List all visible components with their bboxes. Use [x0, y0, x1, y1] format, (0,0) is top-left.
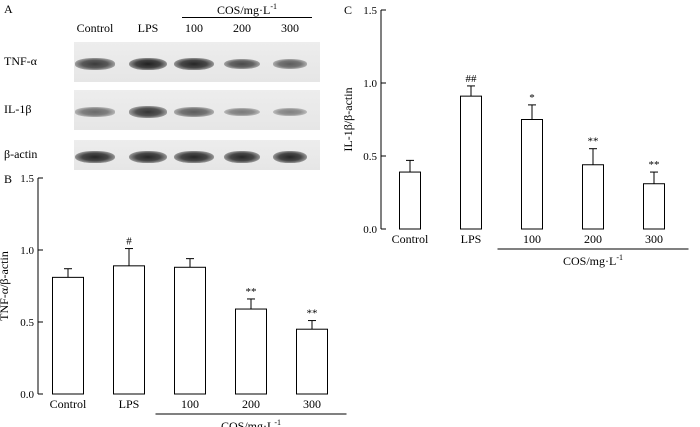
x-tick-label: 100: [523, 232, 541, 246]
blot-band: [224, 58, 260, 70]
blot-lane-label: LPS: [137, 21, 159, 35]
significance-mark: **: [588, 136, 599, 148]
blot-row-label: β-actin: [4, 147, 38, 161]
blot-band: [174, 57, 214, 71]
significance-mark: #: [126, 236, 132, 248]
x-tick-label: LPS: [461, 232, 482, 246]
group-label-sup: -1: [616, 253, 623, 262]
blot-band: [75, 150, 115, 164]
y-tick-label: 1.0: [363, 78, 377, 90]
blot-group-line: [182, 17, 312, 18]
x-tick-label: Control: [50, 397, 87, 411]
blot-band: [129, 57, 167, 71]
blot-band: [129, 150, 167, 164]
blot-lane-label: Control: [76, 21, 114, 35]
y-tick-label: 0.5: [20, 317, 34, 329]
blot-row-label: IL-1β: [4, 102, 32, 116]
bar: [296, 328, 328, 395]
blot-band: [273, 107, 307, 117]
blot-band: [75, 107, 115, 117]
blot-lane-label: 300: [281, 21, 299, 35]
group-label: COS/mg·L-1: [563, 253, 623, 268]
blot-band: [224, 107, 260, 117]
bar: [399, 171, 421, 230]
chart-c: C 0.0 0.5 1.0 1.5 IL-1β/β-actin Control ## LPS * 1…: [341, 3, 689, 268]
significance-mark: **: [246, 286, 257, 298]
blot-band: [273, 150, 307, 164]
blot-lane-label: 100: [185, 21, 203, 35]
blot-band: [75, 58, 115, 70]
y-tick-label: 0.5: [363, 151, 377, 163]
blot-group-label: COS/mg·L-1: [182, 2, 312, 18]
blot-band: [224, 150, 260, 164]
bar: [235, 308, 267, 395]
blot-lane-label: 200: [233, 21, 251, 35]
y-tick-label: 0.0: [363, 224, 377, 236]
bar: [460, 95, 482, 230]
bar: [582, 164, 604, 230]
blot-band: [273, 59, 307, 69]
panel-a-letter: A: [4, 2, 13, 16]
blot-band: [174, 107, 214, 117]
blot-group-label-text: COS/mg·L: [216, 3, 271, 17]
bar: [52, 276, 84, 395]
significance-mark: **: [307, 308, 318, 320]
blot-group-label-sup: -1: [270, 2, 277, 11]
group-label-sup: -1: [274, 418, 281, 427]
bar: [521, 119, 543, 230]
y-axis-label: TNF-α/β-actin: [0, 251, 11, 321]
x-tick-label: 200: [242, 397, 260, 411]
panel-letter-c: C: [344, 3, 352, 17]
y-tick-label: 1.0: [20, 245, 34, 257]
y-tick-label: 1.5: [363, 5, 377, 17]
significance-mark: ##: [466, 73, 478, 85]
chart-b: B 0.0 0.5 1.0 1.5 TNF-α/β-actin Control # LPS 100…: [0, 172, 347, 427]
y-tick-label: 1.5: [20, 173, 34, 185]
bar: [643, 183, 665, 230]
significance-mark: **: [649, 159, 660, 171]
x-tick-label: 300: [303, 397, 321, 411]
x-tick-label: Control: [392, 232, 429, 246]
significance-mark: *: [529, 92, 535, 104]
group-label-text: COS/mg·L: [563, 254, 616, 268]
blot-band: [174, 150, 214, 164]
bar: [113, 265, 145, 395]
x-tick-label: 300: [645, 232, 663, 246]
bar: [174, 266, 206, 395]
x-tick-label: 200: [584, 232, 602, 246]
blot-row-label: TNF-α: [4, 54, 37, 68]
group-label: COS/mg·L-1: [221, 418, 281, 427]
y-axis-label: IL-1β/β-actin: [341, 87, 355, 151]
group-label-text: COS/mg·L: [221, 419, 274, 427]
blot-band: [129, 106, 167, 118]
x-tick-label: LPS: [119, 397, 140, 411]
panel-letter-b: B: [4, 172, 12, 186]
x-tick-label: 100: [181, 397, 199, 411]
y-tick-label: 0.0: [20, 389, 34, 401]
